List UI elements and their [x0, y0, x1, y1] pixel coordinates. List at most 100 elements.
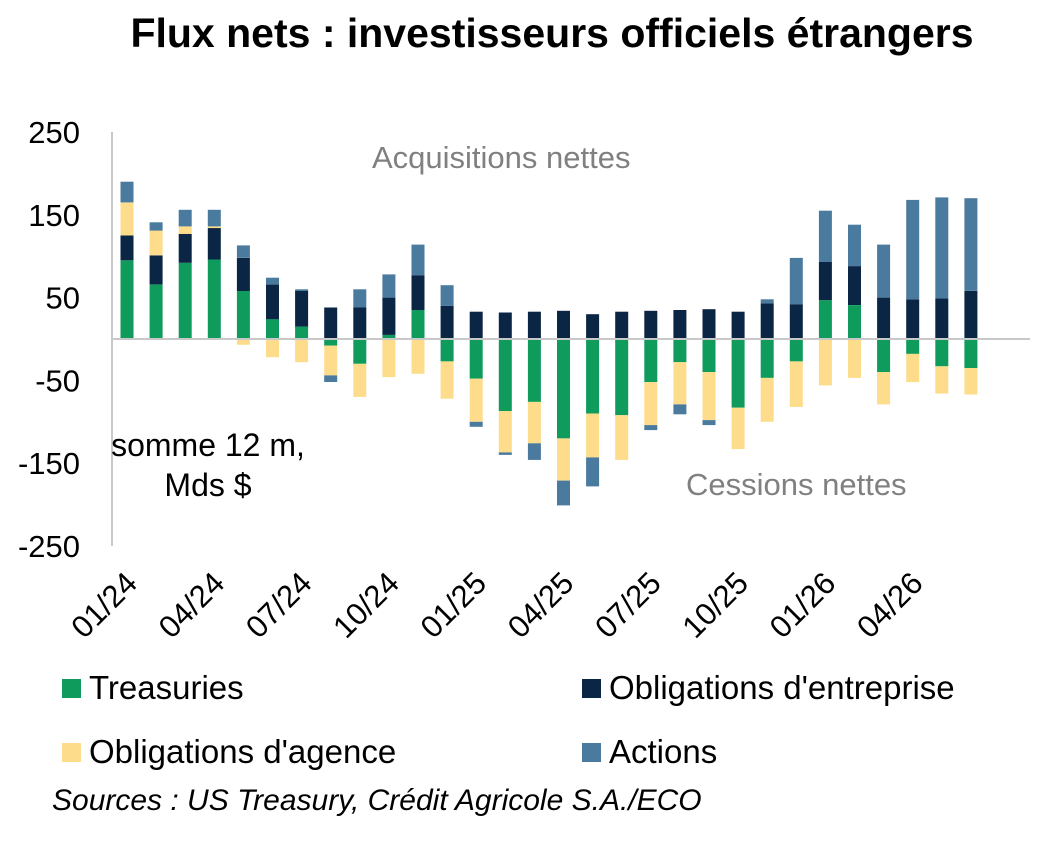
- bar-segment-treasuries-05-24: [236, 291, 250, 339]
- bar-segment-obligations-d-agence-06-24: [266, 339, 279, 358]
- x-tick-label: 07/25: [588, 565, 668, 645]
- bar-segment-obligations-d-entreprise-10-25: [731, 311, 745, 339]
- legend-label-treasuries: Treasuries: [89, 669, 244, 706]
- legend-label-obligations-agence: Obligations d'agence: [89, 733, 397, 770]
- bar-segment-obligations-d-agence-01-25: [469, 378, 483, 422]
- bar-segment-obligations-d-entreprise-08-24: [324, 307, 338, 339]
- bar-segment-treasuries-03-25: [527, 339, 541, 402]
- bar-segment-treasuries-03-24: [178, 262, 192, 339]
- bar-segment-treasuries-07-25: [644, 339, 658, 383]
- x-tick-label: 01/24: [64, 565, 144, 645]
- bar-segment-obligations-d-entreprise-12-24: [440, 305, 454, 339]
- legend-label-obligations-entreprise: Obligations d'entreprise: [609, 669, 955, 706]
- bar-segment-actions-05-26: [935, 197, 949, 299]
- annotation-cessions: Cessions nettes: [686, 467, 907, 502]
- bar-segment-actions-08-24: [324, 375, 338, 382]
- bar-segment-obligations-d-agence-10-24: [382, 339, 396, 378]
- bar-segment-treasuries-05-26: [935, 339, 949, 367]
- bar-segment-obligations-d-agence-05-25: [586, 413, 600, 458]
- bar-segment-obligations-d-entreprise-07-24: [295, 291, 309, 327]
- legend-swatch-treasuries: [62, 678, 81, 698]
- bar-segment-actions-07-25: [644, 425, 658, 431]
- legend-label-actions: Actions: [609, 733, 718, 770]
- bar-segment-obligations-d-agence-12-25: [789, 361, 803, 407]
- bar-segment-treasuries-01-25: [469, 339, 483, 379]
- bar-segment-obligations-d-agence-03-26: [877, 372, 891, 405]
- bar-segment-actions-08-25: [673, 404, 687, 415]
- bar-segment-actions-11-25: [760, 299, 774, 304]
- unit-note: somme 12 m, Mds $: [111, 427, 305, 503]
- bar-segment-obligations-d-entreprise-03-26: [877, 297, 891, 339]
- bar-segment-obligations-d-entreprise-11-24: [411, 275, 425, 310]
- bar-segment-actions-01-24: [120, 181, 134, 203]
- bar-segment-actions-09-25: [702, 420, 716, 426]
- bar-segment-obligations-d-agence-09-24: [353, 363, 367, 397]
- bar-segment-obligations-d-entreprise-03-25: [527, 311, 541, 339]
- y-tick-label: -250: [18, 529, 80, 564]
- bar-segment-actions-03-25: [527, 443, 541, 460]
- bar-segment-actions-02-24: [149, 222, 163, 231]
- bar-segment-obligations-d-entreprise-04-25: [557, 310, 570, 339]
- bar-segment-obligations-d-agence-08-25: [673, 362, 687, 405]
- bar-segment-treasuries-02-25: [498, 339, 512, 411]
- bar-segment-obligations-d-entreprise-06-25: [615, 311, 629, 339]
- bar-segment-treasuries-04-24: [207, 259, 221, 339]
- bar-segment-obligations-d-agence-04-24: [207, 226, 221, 229]
- bar-segment-obligations-d-agence-04-26: [906, 353, 920, 383]
- legend-swatch-actions: [582, 742, 601, 762]
- bar-segment-obligations-d-agence-10-25: [731, 407, 745, 450]
- bar-segment-obligations-d-agence-07-25: [644, 382, 658, 426]
- bar-segment-treasuries-02-24: [149, 284, 163, 339]
- bar-segment-obligations-d-agence-08-24: [324, 345, 338, 376]
- bar-segment-actions-02-25: [498, 452, 512, 455]
- bar-segment-actions-03-26: [877, 244, 891, 298]
- bar-segment-obligations-d-entreprise-10-24: [382, 297, 396, 335]
- bar-segment-treasuries-06-26: [964, 339, 978, 368]
- y-tick-label: -150: [18, 446, 80, 481]
- bar-segment-obligations-d-entreprise-01-24: [120, 235, 134, 261]
- bar-segment-treasuries-07-24: [295, 326, 309, 339]
- x-tick-label: 04/26: [850, 565, 930, 645]
- bar-segment-obligations-d-agence-01-24: [120, 202, 134, 236]
- bar-segment-obligations-d-entreprise-05-26: [935, 298, 949, 339]
- x-tick-label: 04/24: [152, 565, 232, 645]
- x-tick-label: 10/24: [326, 565, 406, 645]
- bar-segment-actions-07-24: [295, 289, 309, 291]
- bar-segment-obligations-d-agence-11-25: [760, 377, 774, 422]
- bar-segment-obligations-d-entreprise-03-24: [178, 233, 192, 263]
- bar-segment-obligations-d-entreprise-01-25: [469, 311, 483, 339]
- bar-segment-treasuries-01-24: [120, 260, 134, 339]
- bar-segment-treasuries-10-24: [382, 334, 396, 339]
- bar-segment-obligations-d-agence-05-26: [935, 366, 949, 394]
- bar-segment-obligations-d-entreprise-04-24: [207, 228, 221, 260]
- bar-segment-obligations-d-agence-03-25: [527, 401, 541, 444]
- bar-segment-obligations-d-agence-05-24: [236, 339, 250, 345]
- x-tick-label: 01/26: [763, 565, 843, 645]
- source-note: Sources : US Treasury, Crédit Agricole S…: [52, 784, 702, 817]
- legend-item-actions: Actions: [582, 733, 717, 771]
- bar-segment-treasuries-11-25: [760, 339, 774, 378]
- bar-segment-actions-04-26: [906, 199, 920, 300]
- bar-segment-actions-01-25: [469, 421, 483, 427]
- x-tick-label: 10/25: [675, 565, 755, 645]
- bar-segment-treasuries-01-26: [818, 300, 832, 339]
- bar-segment-obligations-d-entreprise-04-26: [906, 299, 920, 339]
- bar-segment-actions-04-25: [557, 480, 570, 506]
- bar-segment-obligations-d-agence-04-25: [557, 438, 570, 481]
- legend-item-obligations-agence: Obligations d'agence: [62, 733, 396, 771]
- bar-segment-actions-12-24: [440, 285, 454, 306]
- legend-item-obligations-entreprise: Obligations d'entreprise: [582, 669, 955, 707]
- bar-segment-obligations-d-entreprise-07-25: [644, 310, 658, 339]
- bar-segment-treasuries-10-25: [731, 339, 745, 408]
- x-tick-label: 07/24: [239, 565, 319, 645]
- bar-segment-obligations-d-entreprise-05-25: [586, 314, 600, 339]
- bar-segment-treasuries-04-26: [906, 339, 920, 354]
- bar-segment-actions-03-24: [178, 209, 192, 227]
- bar-segment-treasuries-08-25: [673, 339, 687, 363]
- bar-segment-actions-01-26: [818, 210, 832, 262]
- bar-segment-obligations-d-agence-09-25: [702, 372, 716, 421]
- y-tick-label: 250: [28, 115, 80, 150]
- bar-segment-treasuries-08-24: [324, 339, 338, 346]
- y-tick-label: 150: [28, 198, 80, 233]
- bar-segment-obligations-d-entreprise-09-24: [353, 307, 367, 339]
